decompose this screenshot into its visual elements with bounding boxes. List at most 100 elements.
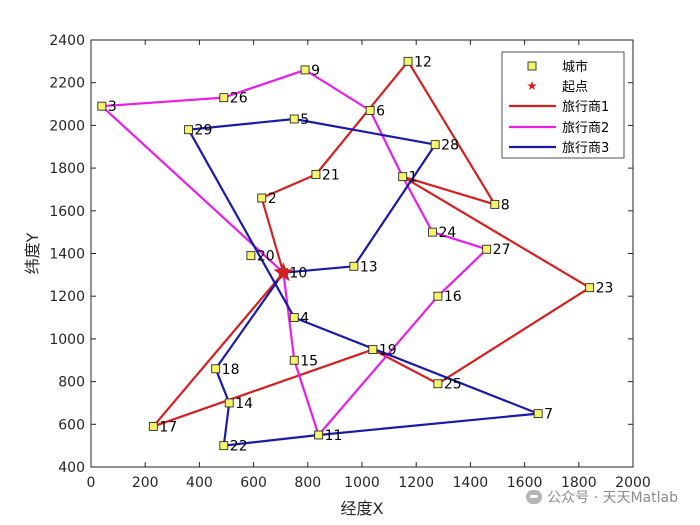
wechat-icon <box>526 490 543 504</box>
city-marker-23 <box>585 283 595 293</box>
city-label-15: 15 <box>300 353 318 369</box>
city-label-3: 3 <box>108 99 117 115</box>
city-marker-25 <box>433 379 443 389</box>
city-marker-13 <box>349 261 359 271</box>
city-marker-22 <box>219 441 229 451</box>
city-label-14: 14 <box>235 396 253 412</box>
city-marker-27 <box>482 244 492 254</box>
legend-city-label: 城市 <box>562 59 588 75</box>
x-tick-label: 1200 <box>398 475 434 491</box>
y-axis-label: 纬度Y <box>23 232 42 274</box>
city-label-1: 1 <box>409 170 418 186</box>
city-label-17: 17 <box>159 419 177 435</box>
city-label-7: 7 <box>544 407 553 423</box>
city-label-11: 11 <box>325 428 343 444</box>
y-tick-label: 2400 <box>49 33 85 49</box>
city-marker-12 <box>403 56 413 66</box>
city-marker-24 <box>428 227 437 237</box>
city-label-13: 13 <box>360 259 378 275</box>
legend-start-label: 起点 <box>562 80 588 95</box>
y-tick-label: 2200 <box>49 76 85 92</box>
city-marker-17 <box>148 421 158 431</box>
city-marker-3 <box>97 101 107 111</box>
legend-start-marker <box>527 81 537 91</box>
x-tick-label: 2000 <box>615 475 651 491</box>
city-label-8: 8 <box>501 197 510 213</box>
city-label-4: 4 <box>300 311 309 327</box>
city-label-25: 25 <box>444 377 462 393</box>
city-marker-19 <box>368 345 378 355</box>
x-tick-label: 800 <box>294 475 321 491</box>
y-tick-label: 2000 <box>49 118 85 134</box>
city-marker-5 <box>289 114 299 124</box>
city-label-22: 22 <box>230 439 248 455</box>
x-tick-label: 1800 <box>561 475 597 491</box>
route-salesman-2 <box>100 68 488 437</box>
city-marker-29 <box>184 125 194 135</box>
city-marker-16 <box>433 291 443 301</box>
y-tick-label: 1800 <box>49 161 85 177</box>
x-axis-ticks: 0 200 400 600 800 1000 1200 1400 1600 1800 2000 <box>87 40 651 491</box>
city-label-18: 18 <box>222 362 240 378</box>
city-marker-18 <box>211 364 221 374</box>
city-label-28: 28 <box>441 138 459 154</box>
city-marker-1 <box>398 172 408 182</box>
x-tick-label: 1600 <box>507 475 543 491</box>
city-label-23: 23 <box>596 281 614 297</box>
x-tick-label: 400 <box>186 475 213 491</box>
x-tick-label: 200 <box>132 475 159 491</box>
city-label-9: 9 <box>311 63 320 79</box>
city-marker-2 <box>257 193 267 203</box>
city-marker-7 <box>533 409 543 419</box>
city-marker-26 <box>219 93 229 103</box>
city-label-29: 29 <box>195 123 213 139</box>
city-label-20: 20 <box>257 249 275 265</box>
y-tick-label: 1600 <box>49 204 85 220</box>
city-label-24: 24 <box>438 225 456 241</box>
y-tick-label: 1000 <box>49 332 85 348</box>
x-tick-label: 1000 <box>344 475 380 491</box>
x-tick-label: 1400 <box>453 475 489 491</box>
city-label-27: 27 <box>493 242 511 258</box>
watermark-text: 公众号 · 天天Matlab <box>547 490 678 506</box>
city-labels: 1234567891011121314151617181920212223242… <box>108 54 614 454</box>
city-marker-21 <box>311 170 321 179</box>
legend-label-salesman-3: 旅行商3 <box>562 141 609 156</box>
city-label-10: 10 <box>289 266 307 282</box>
route-salesman-3 <box>187 117 540 447</box>
legend-label-salesman-1: 旅行商1 <box>562 100 609 115</box>
legend-label-salesman-2: 旅行商2 <box>562 121 609 136</box>
city-marker-11 <box>314 430 324 440</box>
legend: 城市 起点 旅行商1 旅行商2 旅行商3 <box>501 51 625 159</box>
city-label-6: 6 <box>376 103 385 119</box>
city-marker-20 <box>246 251 256 261</box>
start-star <box>273 261 294 282</box>
city-label-2: 2 <box>268 191 277 207</box>
city-label-12: 12 <box>414 54 432 70</box>
city-marker-14 <box>224 398 234 408</box>
y-tick-label: 600 <box>58 417 85 433</box>
city-label-19: 19 <box>379 343 397 359</box>
y-tick-label: 1400 <box>49 247 85 263</box>
watermark: 公众号 · 天天Matlab <box>526 487 678 507</box>
city-label-5: 5 <box>300 112 309 128</box>
city-label-26: 26 <box>230 91 248 107</box>
city-label-16: 16 <box>444 289 462 305</box>
x-axis-label: 经度X <box>341 499 384 518</box>
city-marker-8 <box>490 199 500 209</box>
y-tick-label: 1200 <box>49 289 85 305</box>
legend-city-marker <box>527 61 537 71</box>
start-marker <box>273 261 294 282</box>
city-marker-28 <box>430 140 440 150</box>
city-marker-6 <box>365 106 375 115</box>
city-marker-15 <box>289 355 299 365</box>
x-tick-label: 600 <box>240 475 267 491</box>
y-tick-label: 800 <box>58 375 85 391</box>
y-tick-label: 400 <box>58 460 85 476</box>
city-marker-9 <box>300 65 310 75</box>
y-axis-ticks: 400 600 800 1000 1200 1400 1600 1800 2000 2200 240… <box>49 33 633 476</box>
x-tick-label: 0 <box>87 475 96 491</box>
city-label-21: 21 <box>322 168 340 184</box>
city-marker-4 <box>289 313 299 322</box>
